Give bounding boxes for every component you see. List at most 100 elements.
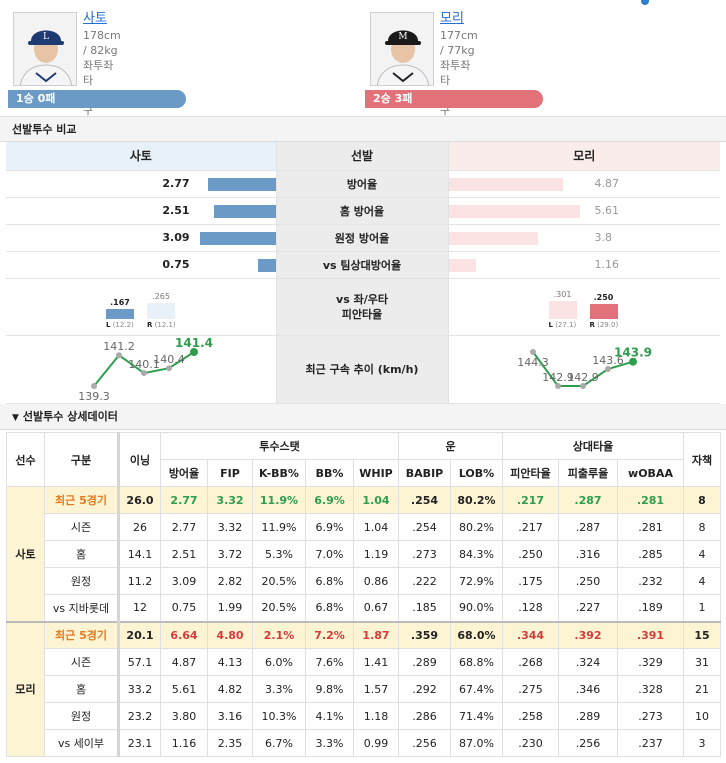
stat-cell: 21 — [683, 675, 721, 703]
stat-cell: .273 — [617, 702, 684, 730]
compare-left-cell: 2.77 — [6, 170, 276, 198]
stat-cell: 8 — [683, 486, 721, 514]
stat-cell: 6.9% — [305, 513, 354, 541]
stat-cell: .344 — [502, 620, 559, 649]
stat-cell: 5.61 — [160, 675, 208, 703]
stat-cell: 4 — [683, 567, 721, 595]
stat-cell: 10 — [683, 702, 721, 730]
stat-cell: 26 — [117, 513, 161, 541]
stat-cell: 2.82 — [207, 567, 253, 595]
subhead-9[interactable]: wOBAA — [617, 459, 684, 487]
compare-row: 3.09 원정 방어율 3.8 — [6, 224, 720, 252]
stat-cell: .232 — [617, 567, 684, 595]
stat-cell: 4.13 — [207, 648, 253, 676]
split-R-side: R — [147, 320, 153, 329]
stat-cell: 2.35 — [207, 729, 253, 757]
table-row: 사토 최근 5경기 26.0 2.77 3.32 11.9% 6.9% 1.04.254 80.… — [6, 486, 721, 622]
stat-cell: 9.8% — [305, 675, 354, 703]
stat-cell: .292 — [398, 675, 451, 703]
subhead-2[interactable]: K-BB% — [252, 459, 306, 487]
player-name-link-left[interactable]: 사토 — [83, 11, 107, 26]
stat-cell: 7.2% — [305, 620, 354, 649]
player-photo-left[interactable]: L — [13, 12, 77, 86]
stat-cell: .128 — [502, 594, 559, 622]
compare-right-bar — [448, 177, 563, 191]
collapse-triangle-icon[interactable]: ▼ — [12, 413, 19, 423]
stat-cell: 1.04 — [353, 486, 399, 514]
category-cell: 홈 — [44, 675, 119, 703]
subhead-6[interactable]: LOB% — [450, 459, 503, 487]
stat-cell: 4.87 — [160, 648, 208, 676]
subhead-7[interactable]: 피안타율 — [502, 459, 559, 487]
stat-cell: .328 — [617, 675, 684, 703]
stat-cell: 20.5% — [252, 567, 306, 595]
stat-cell: .359 — [398, 620, 451, 649]
stat-cell: 3.80 — [160, 702, 208, 730]
compare-right-cell: 1.16 — [448, 251, 720, 279]
subhead-1[interactable]: FIP — [207, 459, 253, 487]
stat-cell: .254 — [398, 486, 451, 514]
table-row: vs 지바롯데 12 0.75 1.99 20.5% 6.8% 0.67.185 90.0%.… — [7, 594, 721, 622]
subhead-0[interactable]: 방어율 — [160, 459, 208, 487]
stat-cell: 7.0% — [305, 540, 354, 568]
split-label: vs 좌/우타 피안타율 — [275, 278, 449, 336]
compare-header-center: 선발 — [275, 142, 449, 171]
stat-cell: 1.99 — [207, 594, 253, 622]
head-luck: 운 — [398, 432, 503, 460]
stat-cell: .217 — [502, 486, 559, 514]
subhead-5[interactable]: BABIP — [398, 459, 451, 487]
split-chart-left: .167 L (12.2) .265 R (12.1) — [106, 285, 186, 329]
compare-left-bar — [207, 177, 276, 191]
stat-cell: 1.04 — [353, 513, 399, 541]
section-title-detail[interactable]: ▼ 선발투수 상세데이터 — [0, 404, 726, 430]
compare-header-right: 모리 — [448, 142, 720, 171]
stat-cell: 84.3% — [450, 540, 503, 568]
stat-cell: 3.32 — [207, 486, 253, 514]
stat-cell: .289 — [398, 648, 451, 676]
subhead-4[interactable]: WHIP — [353, 459, 399, 487]
head-earned-runs: 자책 — [683, 432, 721, 487]
compare-label: 방어율 — [275, 170, 449, 198]
category-cell: 시즌 — [44, 648, 119, 676]
split-R-side: R — [589, 320, 595, 329]
head-opponent-avg: 상대타율 — [502, 432, 684, 460]
subhead-8[interactable]: 피출루율 — [558, 459, 618, 487]
velocity-cell-left: 139.3 141.2 140.1 140.4 141.4 — [6, 335, 276, 404]
velocity-point — [116, 351, 122, 358]
stat-cell: 67.4% — [450, 675, 503, 703]
stat-cell: 12 — [117, 594, 161, 622]
stat-cell: 15 — [683, 620, 721, 649]
stat-cell: .250 — [558, 567, 618, 595]
stat-cell: 1 — [683, 594, 721, 622]
page-indicator-dot[interactable] — [641, 0, 649, 5]
stat-cell: 90.0% — [450, 594, 503, 622]
stat-cell: 14.1 — [117, 540, 161, 568]
stat-cell: 2.77 — [160, 513, 208, 541]
stat-cell: .250 — [502, 540, 559, 568]
split-R-value: .265 — [152, 291, 170, 301]
category-cell: 홈 — [44, 540, 119, 568]
player-hand-left: 좌투좌타 — [83, 59, 114, 87]
compare-left-value: 3.09 — [162, 230, 190, 244]
stat-cell: 6.9% — [305, 486, 354, 514]
stat-cell: 2.77 — [160, 486, 208, 514]
stat-cell: .258 — [502, 702, 559, 730]
compare-right-cell: 5.61 — [448, 197, 720, 225]
compare-left-bar — [257, 258, 276, 272]
stat-cell: 0.67 — [353, 594, 399, 622]
split-L-bar — [106, 308, 134, 319]
stat-cell: 80.2% — [450, 486, 503, 514]
stat-cell: 3.16 — [207, 702, 253, 730]
split-R-bar — [147, 302, 175, 319]
stat-cell: 6.0% — [252, 648, 306, 676]
stat-cell: .287 — [558, 513, 618, 541]
stat-cell: 87.0% — [450, 729, 503, 757]
cap-logo-left: L — [43, 32, 49, 42]
subhead-3[interactable]: BB% — [305, 459, 354, 487]
stat-cell: 20.5% — [252, 594, 306, 622]
stat-cell: .289 — [558, 702, 618, 730]
player-name-link-right[interactable]: 모리 — [440, 11, 464, 26]
split-L-bar — [548, 300, 577, 319]
player-photo-right[interactable]: M — [370, 12, 434, 86]
